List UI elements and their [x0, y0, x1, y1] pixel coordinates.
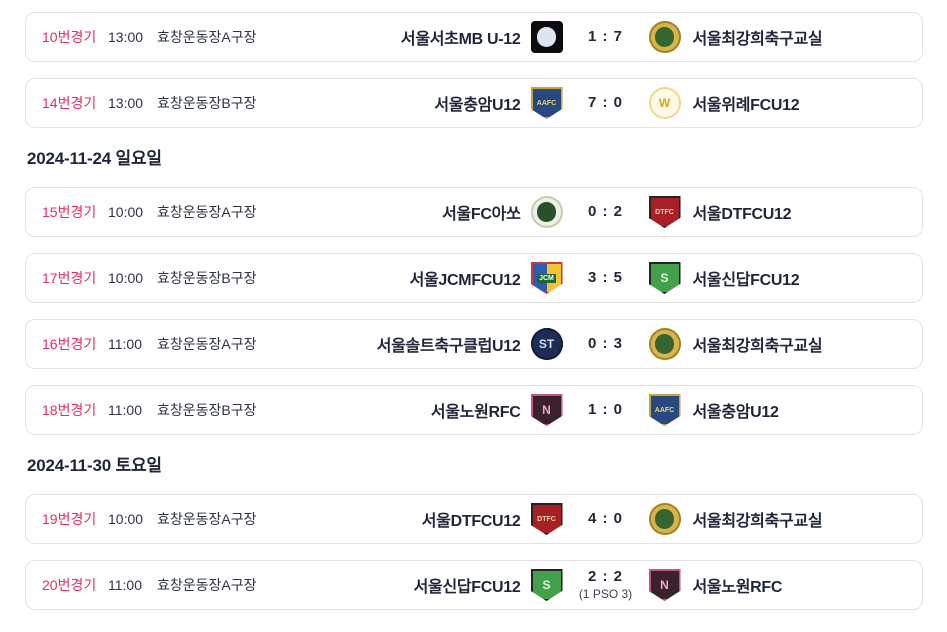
score-text: 3 : 5: [587, 268, 623, 286]
match-time: 11:00: [108, 336, 142, 352]
away-team-logo-icon: W: [648, 87, 681, 119]
match-venue: 효창운동장B구장: [157, 270, 257, 286]
score-text: 4 : 0: [587, 509, 623, 527]
match-number: 14번경기: [42, 95, 97, 111]
score-text: 0 : 2: [587, 202, 623, 220]
home-team-name: 서울DTFCU12: [421, 513, 521, 530]
match-score: 2 : 2 (1 PSO 3): [563, 568, 649, 602]
match-time: 13:00: [108, 29, 144, 45]
match-score: 1 : 0: [563, 401, 649, 420]
match-card[interactable]: 10번경기 13:00 효창운동장A구장 서울서초MB U-12 1 : 7 서…: [25, 12, 923, 62]
away-team-logo-icon: [648, 503, 681, 535]
away-team-name: 서울충암U12: [692, 404, 779, 421]
away-team-name: 서울최강희축구교실: [692, 513, 823, 530]
match-number: 17번경기: [42, 270, 97, 286]
away-team-logo-icon: AAFC: [648, 394, 681, 426]
match-card[interactable]: 15번경기 10:00 효창운동장A구장 서울FC아쏘 0 : 2 DTFC 서…: [25, 187, 923, 237]
match-venue: 효창운동장A구장: [157, 511, 257, 527]
match-score: 0 : 3: [563, 335, 649, 354]
match-score: 3 : 5: [563, 269, 649, 288]
home-team-logo-icon: N: [530, 394, 563, 426]
match-section: 10번경기 13:00 효창운동장A구장 서울서초MB U-12 1 : 7 서…: [25, 12, 923, 128]
score-text: 1 : 7: [587, 27, 623, 45]
match-card[interactable]: 14번경기 13:00 효창운동장B구장 서울충암U12 AAFC 7 : 0 …: [25, 78, 923, 128]
match-number: 19번경기: [42, 511, 97, 527]
home-team-logo-icon: [530, 21, 563, 53]
score-text: 2 : 2: [587, 568, 623, 586]
match-score: 1 : 7: [563, 28, 649, 47]
match-card[interactable]: 18번경기 11:00 효창운동장B구장 서울노원RFC N 1 : 0 AAF…: [25, 385, 923, 435]
match-section: 2024-11-24 일요일 15번경기 10:00 효창운동장A구장 서울FC…: [25, 144, 923, 435]
match-time: 11:00: [108, 577, 142, 593]
home-team-logo-icon: ST: [530, 328, 563, 360]
away-team-logo-icon: S: [648, 262, 681, 294]
match-section: 2024-11-30 토요일 19번경기 10:00 효창운동장A구장 서울DT…: [25, 451, 923, 610]
match-score: 7 : 0: [563, 94, 649, 113]
match-venue: 효창운동장A구장: [157, 204, 257, 220]
home-team-logo-icon: AAFC: [530, 87, 563, 119]
home-team-logo-icon: JCM: [530, 262, 563, 294]
home-team-logo-icon: [530, 196, 563, 228]
away-team-logo-icon: [648, 328, 681, 360]
away-team-name: 서울노원RFC: [692, 579, 783, 596]
match-card[interactable]: 20번경기 11:00 효창운동장A구장 서울신답FCU12 S 2 : 2 (…: [25, 560, 923, 610]
match-score: 4 : 0: [563, 510, 649, 529]
score-text: 7 : 0: [587, 93, 623, 111]
match-venue: 효창운동장A구장: [157, 336, 257, 352]
match-number: 16번경기: [42, 336, 97, 352]
away-team-name: 서울최강희축구교실: [692, 338, 823, 355]
away-team-logo-icon: DTFC: [648, 196, 681, 228]
score-text: 0 : 3: [587, 334, 623, 352]
match-number: 15번경기: [42, 204, 97, 220]
home-team-name: 서울FC아쏘: [442, 206, 521, 223]
home-team-name: 서울신답FCU12: [413, 579, 521, 596]
away-team-logo-icon: [648, 21, 681, 53]
match-time: 13:00: [108, 95, 144, 111]
penalty-shootout-score: (1 PSO 3): [578, 586, 633, 601]
home-team-logo-icon: DTFC: [530, 503, 563, 535]
match-time: 11:00: [108, 402, 142, 418]
home-team-name: 서울충암U12: [434, 97, 521, 114]
match-card[interactable]: 19번경기 10:00 효창운동장A구장 서울DTFCU12 DTFC 4 : …: [25, 494, 923, 544]
date-header: 2024-11-30 토요일: [27, 456, 162, 475]
match-number: 18번경기: [42, 402, 97, 418]
match-venue: 효창운동장A구장: [157, 577, 257, 593]
match-time: 10:00: [108, 511, 144, 527]
home-team-name: 서울솔트축구클럽U12: [376, 338, 521, 355]
away-team-name: 서울신답FCU12: [692, 272, 800, 289]
away-team-logo-icon: N: [648, 569, 681, 601]
match-time: 10:00: [108, 204, 144, 220]
away-team-name: 서울DTFCU12: [692, 206, 792, 223]
home-team-name: 서울노원RFC: [430, 404, 521, 421]
match-card[interactable]: 16번경기 11:00 효창운동장A구장 서울솔트축구클럽U12 ST 0 : …: [25, 319, 923, 369]
match-venue: 효창운동장B구장: [157, 402, 257, 418]
match-number: 10번경기: [42, 29, 97, 45]
date-header: 2024-11-24 일요일: [27, 149, 162, 168]
match-number: 20번경기: [42, 577, 97, 593]
away-team-name: 서울최강희축구교실: [692, 31, 823, 48]
home-team-name: 서울JCMFCU12: [409, 272, 521, 289]
home-team-name: 서울서초MB U-12: [400, 31, 521, 48]
match-card[interactable]: 17번경기 10:00 효창운동장B구장 서울JCMFCU12 JCM 3 : …: [25, 253, 923, 303]
score-text: 1 : 0: [587, 400, 623, 418]
match-venue: 효창운동장B구장: [157, 95, 257, 111]
home-team-logo-icon: S: [530, 569, 563, 601]
match-score: 0 : 2: [563, 203, 649, 222]
away-team-name: 서울위례FCU12: [692, 97, 800, 114]
match-venue: 효창운동장A구장: [157, 29, 257, 45]
match-time: 10:00: [108, 270, 144, 286]
